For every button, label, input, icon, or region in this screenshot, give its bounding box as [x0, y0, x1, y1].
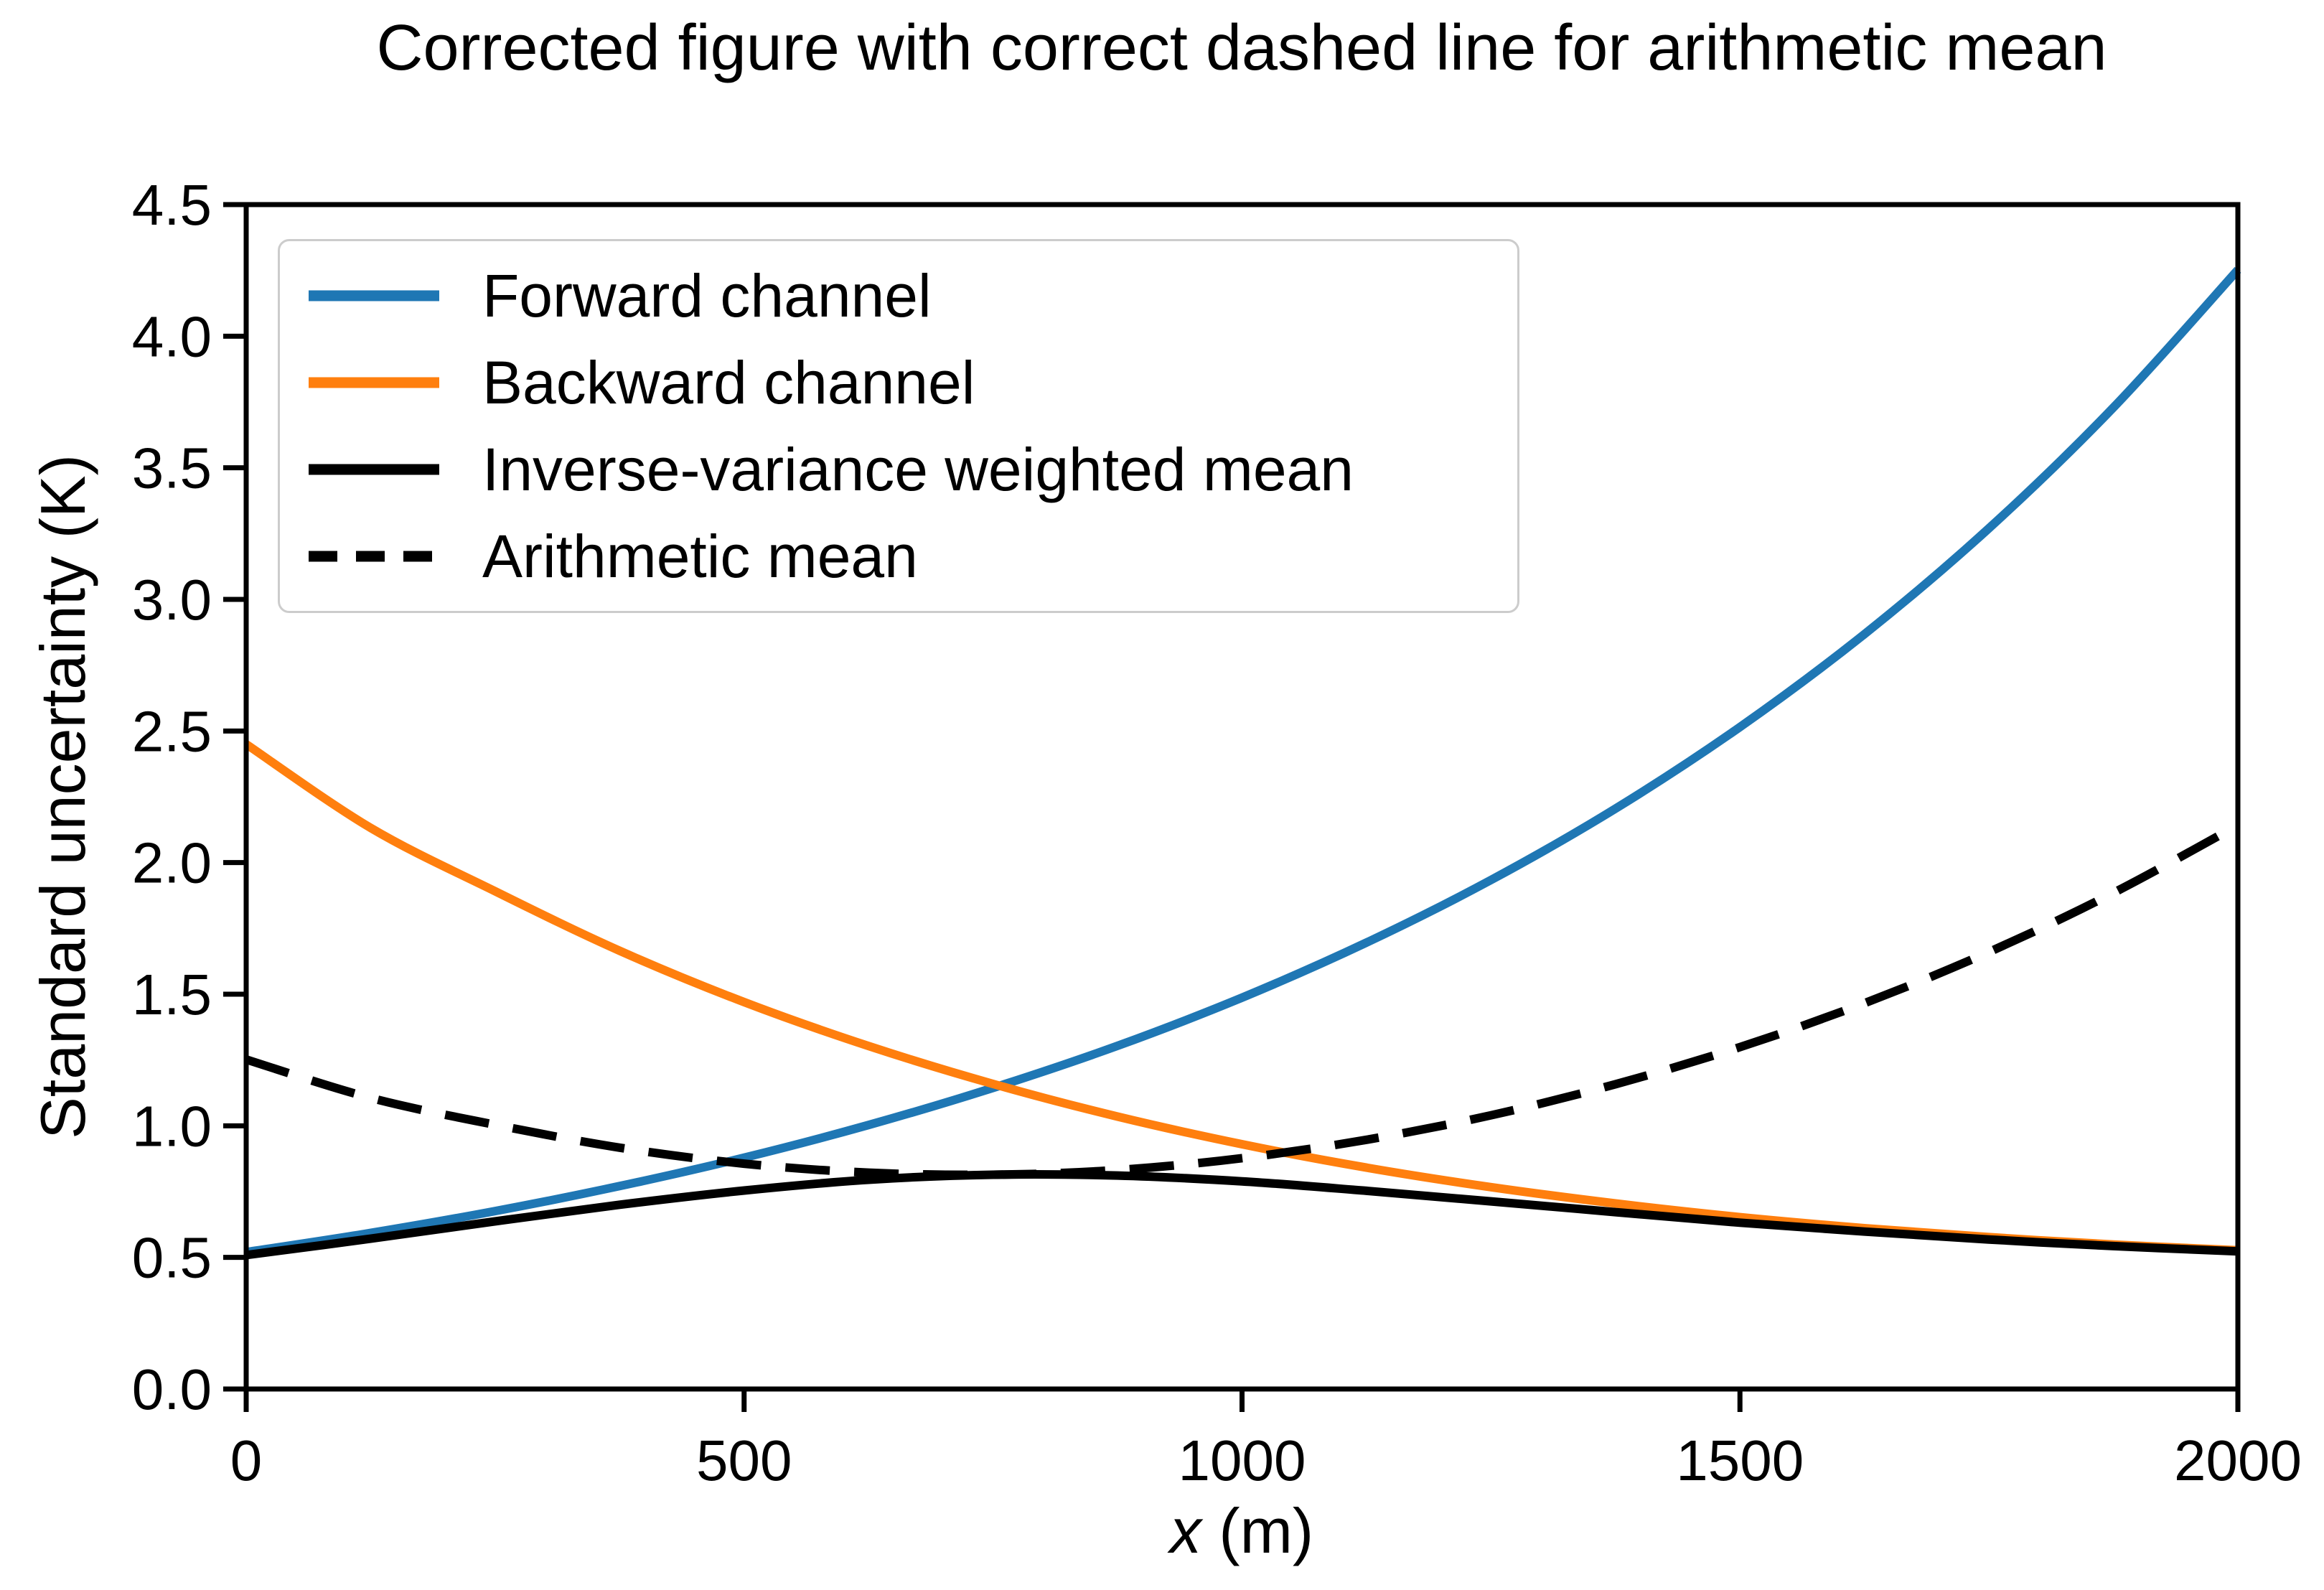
x-tick-label: 2000: [2174, 1428, 2302, 1492]
arithmetic-mean-dashed-line-sample-icon: [309, 551, 439, 562]
legend-label: Inverse-variance weighted mean: [482, 435, 1354, 503]
y-tick-label: 3.5: [132, 436, 212, 500]
legend-label: Arithmetic mean: [482, 522, 918, 590]
y-tick-label: 1.5: [132, 963, 212, 1027]
x-tick-label: 500: [696, 1428, 792, 1492]
forward-channel-line-sample-icon: [309, 290, 439, 301]
x-axis-label: x (m): [1170, 1495, 1313, 1568]
y-tick-label: 4.5: [132, 173, 212, 237]
x-tick-label: 1500: [1676, 1428, 1804, 1492]
x-tick-label: 0: [230, 1428, 263, 1492]
y-tick-label: 2.0: [132, 831, 212, 895]
y-tick-label: 0.5: [132, 1226, 212, 1290]
series-inverse-variance-weighted-mean: [245, 1170, 2239, 1260]
chart-title: Corrected figure with correct dashed lin…: [376, 12, 2107, 84]
legend-box: Forward channel Backward channel Inverse…: [278, 239, 1519, 613]
backward-channel-line-sample-icon: [309, 377, 439, 388]
y-tick-label: 2.5: [132, 699, 212, 763]
y-tick-label: 3.0: [132, 568, 212, 632]
weighted-mean-line-sample-icon: [309, 464, 439, 475]
y-axis-label: Standard uncertainty (K): [27, 454, 98, 1139]
series-forward-channel: [245, 266, 2241, 1257]
legend-label: Forward channel: [482, 262, 932, 330]
series-arithmetic-mean: [245, 821, 2240, 1179]
legend-item-arithmetic-mean: Arithmetic mean: [280, 526, 1517, 586]
legend-item-weighted-mean: Inverse-variance weighted mean: [280, 439, 1517, 500]
y-tick-label: 0.0: [132, 1357, 212, 1421]
x-axis-label-var: x: [1169, 1495, 1201, 1566]
legend-label: Backward channel: [482, 349, 975, 417]
x-tick-label: 1000: [1179, 1428, 1306, 1492]
legend-item-backward-channel: Backward channel: [280, 352, 1517, 413]
x-axis-label-unit: (m): [1201, 1495, 1314, 1566]
legend-item-forward-channel: Forward channel: [280, 266, 1517, 326]
y-tick-label: 1.0: [132, 1094, 212, 1158]
y-tick-label: 4.0: [132, 304, 212, 368]
